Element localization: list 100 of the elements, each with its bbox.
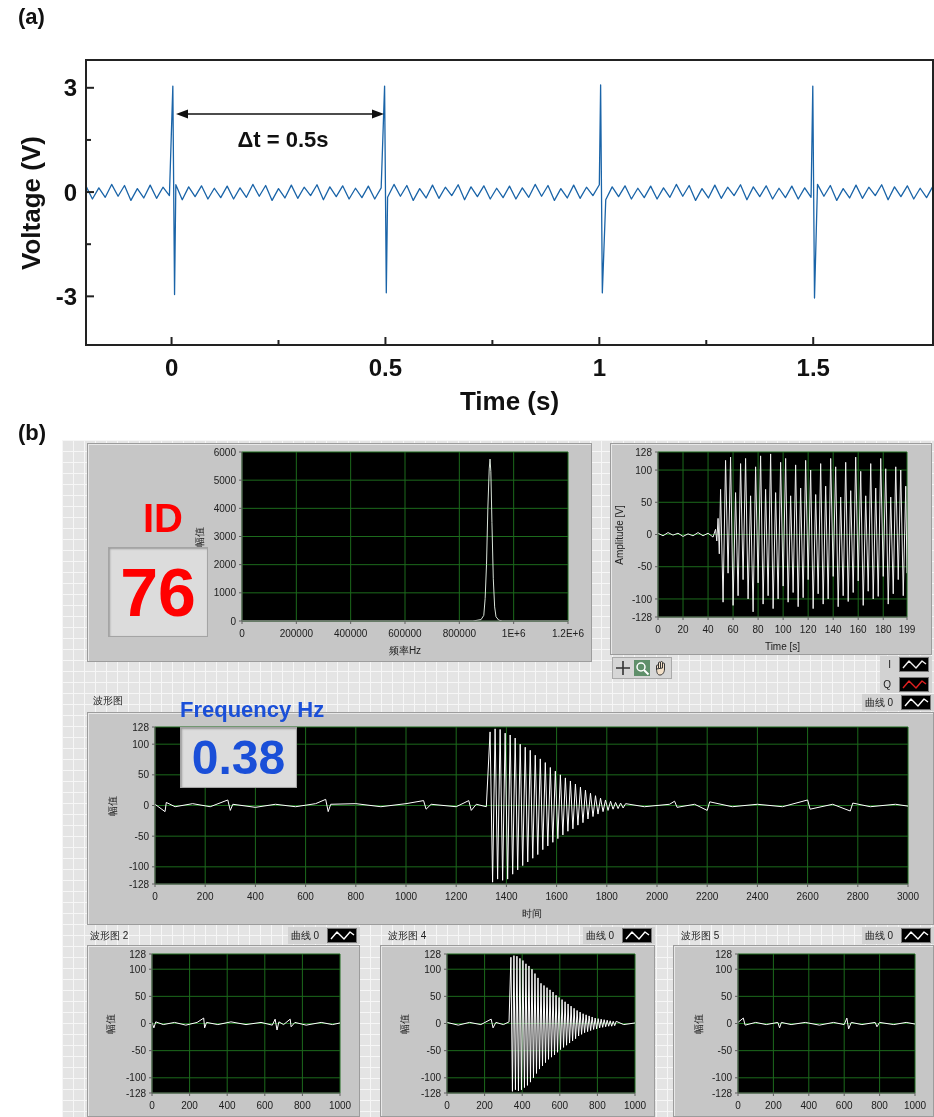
y-tick-label: 5000	[213, 474, 237, 486]
x-tick-label: 180	[874, 623, 893, 635]
y-tick-label: -128	[128, 878, 150, 890]
x-tick-label: 800000	[442, 627, 477, 639]
y-tick-label: 128	[132, 721, 150, 733]
x-tick-label: 1600	[545, 890, 569, 902]
y-axis-title: 幅值	[194, 526, 206, 547]
y-tick-label: 100	[129, 963, 147, 975]
x-tick-label: 1.2E+6	[552, 627, 585, 639]
x-tick-label: 0	[735, 1099, 742, 1111]
y-tick-label: 0	[435, 1018, 442, 1030]
x-tick-label: 400	[218, 1099, 236, 1111]
x-tick-label: 0	[164, 354, 179, 381]
annotation: Δt = 0.5s	[237, 127, 329, 153]
legend-label: 曲线 0	[585, 929, 614, 942]
y-tick-label: 50	[720, 990, 733, 1002]
y-tick-label: -128	[420, 1087, 442, 1099]
x-tick-label: 200	[181, 1099, 199, 1111]
chart-title: 波形图 4	[388, 930, 427, 942]
x-tick-label: 1E+6	[501, 627, 526, 639]
y-tick-label: -50	[426, 1045, 442, 1057]
y-tick-label: 0	[143, 800, 150, 812]
annotation: 0.38	[191, 730, 286, 784]
x-tick-label: 80	[752, 623, 765, 635]
y-tick-label: 0	[646, 529, 653, 541]
legend-label: 曲线 0	[290, 929, 319, 942]
x-axis-title: 频率Hz	[388, 645, 422, 657]
y-axis-title: Voltage (V)	[16, 135, 47, 270]
y-tick-label: 0	[63, 178, 77, 206]
y-tick-label: -100	[125, 1072, 147, 1084]
line-series	[152, 1017, 340, 1031]
x-tick-label: 3000	[896, 890, 920, 902]
x-tick-label: 400000	[333, 627, 368, 639]
y-tick-label: 4000	[213, 502, 237, 514]
x-tick-label: 1.5	[796, 354, 830, 381]
y-axis-title: Amplitude [V]	[614, 504, 626, 565]
y-tick-label: 50	[137, 769, 150, 781]
numeric-field: 0.38	[180, 727, 297, 788]
x-tick-label: 0	[152, 890, 159, 902]
x-tick-label: 1800	[595, 890, 619, 902]
y-tick-label: -128	[125, 1087, 147, 1099]
x-tick-label: 0.5	[368, 354, 403, 381]
text: Frequency Hz	[180, 697, 325, 723]
y-tick-label: -3	[55, 282, 77, 310]
x-tick-label: 200	[196, 890, 214, 902]
x-tick-label: 600	[297, 890, 315, 902]
x-tick-label: 1	[592, 354, 607, 381]
y-axis-title: 幅值	[107, 795, 119, 816]
x-tick-label: 400	[800, 1099, 818, 1111]
x-tick-label: 1000	[394, 890, 418, 902]
y-tick-label: -128	[711, 1087, 733, 1099]
y-tick-label: -128	[631, 611, 653, 623]
text: (b)	[18, 420, 47, 446]
x-axis-title: Time (s)	[459, 386, 560, 417]
x-tick-label: 600	[551, 1099, 569, 1111]
numeric-field: 76	[108, 547, 208, 637]
y-tick-label: 100	[715, 963, 733, 975]
x-tick-label: 2400	[746, 890, 769, 902]
line-series	[86, 84, 933, 299]
x-tick-label: 2200	[696, 890, 719, 902]
x-tick-label: 600	[256, 1099, 274, 1111]
x-tick-label: 600000	[388, 627, 423, 639]
chart-title: (a)	[18, 4, 45, 30]
y-tick-label: -100	[631, 593, 653, 605]
x-tick-label: 0	[444, 1099, 451, 1111]
y-tick-label: -50	[637, 561, 653, 573]
y-tick-label: -50	[717, 1045, 733, 1057]
y-tick-label: 1000	[213, 587, 237, 599]
x-tick-label: 400	[247, 890, 265, 902]
y-tick-label: 0	[140, 1018, 147, 1030]
legend-label: 曲线 0	[864, 696, 893, 709]
x-tick-label: 20	[677, 623, 690, 635]
x-tick-label: 1400	[495, 890, 518, 902]
legend-label: I	[888, 658, 891, 671]
chart-title: 波形图	[93, 695, 123, 707]
y-tick-label: 128	[715, 948, 733, 960]
text: ID	[143, 495, 183, 541]
x-tick-label: 800	[589, 1099, 607, 1111]
y-tick-label: 128	[635, 446, 653, 458]
x-tick-label: 800	[871, 1099, 889, 1111]
chart-title: 波形图 5	[681, 930, 720, 942]
x-tick-label: 1000	[903, 1099, 927, 1111]
y-tick-label: 2000	[213, 559, 237, 571]
x-tick-label: 60	[727, 623, 740, 635]
x-tick-label: 0	[655, 623, 662, 635]
y-tick-label: -100	[420, 1072, 442, 1084]
y-tick-label: 100	[132, 738, 150, 750]
y-tick-label: 3	[63, 74, 77, 102]
legend-label: 曲线 0	[864, 929, 893, 942]
x-axis-title: Time [s]	[764, 641, 801, 653]
y-tick-label: -50	[131, 1045, 147, 1057]
y-tick-label: 128	[129, 948, 147, 960]
x-tick-label: 120	[799, 623, 817, 635]
y-axis-title: 幅值	[399, 1013, 411, 1034]
y-tick-label: 50	[640, 496, 653, 508]
x-tick-label: 400	[513, 1099, 531, 1111]
y-tick-label: 50	[134, 990, 147, 1002]
y-tick-label: 128	[424, 948, 442, 960]
y-tick-label: 50	[429, 990, 442, 1002]
y-axis-title: 幅值	[693, 1013, 705, 1034]
